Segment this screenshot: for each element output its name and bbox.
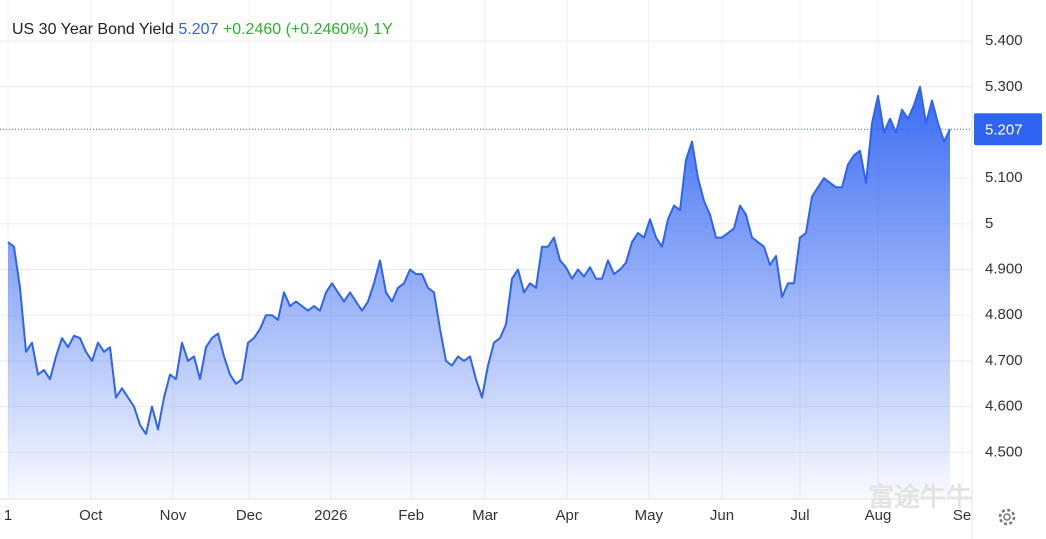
x-tick-label: 1 [4,507,12,524]
x-tick-label: Dec [236,507,263,524]
x-tick-label: Oct [79,507,103,524]
labels: 4.500 4.600 4.700 4.800 4.900 5 5.100 5.300 5.40… [4,32,1042,524]
y-tick-label: 4.500 [985,443,1023,460]
line [7,85,951,435]
y-tick-label: 4.600 [985,398,1023,415]
plot [0,85,972,499]
x-tick-label: May [635,507,664,524]
area [8,86,950,499]
header: US 30 Year Bond Yield 5.207 +0.2460 (+0.… [12,21,393,38]
period: 1Y [373,21,393,38]
change: +0.2460 [223,21,281,38]
x-tick-label: Mar [472,507,498,524]
x-tick-label: 2026 [314,507,347,524]
x-tick-label: Jun [710,507,734,524]
settings-icon[interactable] [998,508,1016,526]
gear-hub[interactable] [1003,513,1011,521]
change-percent: (+0.2460%) [286,21,369,38]
x-tick-label: Feb [398,507,424,524]
y-tick-label: 5.300 [985,78,1023,95]
x-tick-label: Se [953,507,971,524]
y-tick-label: 5 [985,215,993,232]
watermark: 富途牛牛 [868,482,972,512]
y-tick-label: 4.900 [985,261,1023,278]
last-value-badge [974,113,1042,146]
y-tick-label: 4.700 [985,352,1023,369]
y-tick-label: 5.100 [985,169,1023,186]
instrument-title: US 30 Year Bond Yield [12,21,174,38]
last-value-label: 5.207 [985,121,1023,138]
x-tick-label: Jul [790,507,809,524]
y-tick-label: 4.800 [985,306,1023,323]
x-tick-label: Nov [160,507,187,524]
x-tick-label: Apr [556,507,579,524]
gear-teeth[interactable] [998,508,1016,526]
last-price: 5.207 [178,21,218,38]
y-tick-label: 5.400 [985,32,1023,49]
x-tick-label: Aug [865,507,892,524]
